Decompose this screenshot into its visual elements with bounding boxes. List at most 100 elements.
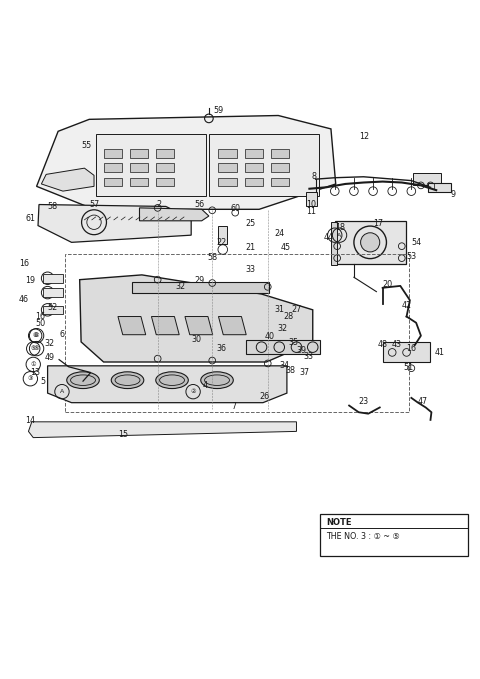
Text: 57: 57 (89, 200, 99, 208)
Text: 50: 50 (35, 319, 45, 328)
Text: 35: 35 (288, 338, 299, 348)
Bar (132, 282, 269, 293)
Text: 37: 37 (300, 368, 310, 377)
Text: 8: 8 (312, 172, 317, 181)
Bar (96, 134, 206, 196)
Bar (271, 149, 289, 158)
Bar (218, 149, 237, 158)
Text: 36: 36 (217, 344, 227, 353)
Text: 30: 30 (191, 335, 201, 344)
Bar (271, 164, 289, 172)
Text: 38: 38 (285, 366, 295, 375)
Ellipse shape (111, 372, 144, 388)
Text: 24: 24 (274, 230, 284, 238)
Text: ②: ② (190, 389, 196, 394)
Text: 33: 33 (303, 352, 313, 361)
Text: 2: 2 (156, 200, 161, 208)
Text: 33: 33 (246, 265, 255, 274)
Ellipse shape (201, 372, 233, 388)
Text: ④: ④ (33, 333, 38, 338)
Polygon shape (41, 168, 94, 191)
Text: 4: 4 (203, 382, 208, 390)
Polygon shape (48, 366, 287, 403)
Text: 55: 55 (82, 141, 92, 150)
Text: 6: 6 (60, 330, 64, 340)
Bar (245, 178, 263, 186)
Bar (130, 149, 148, 158)
Bar (245, 149, 263, 158)
Bar (246, 340, 320, 354)
Text: 41: 41 (435, 348, 445, 357)
Text: 31: 31 (274, 305, 284, 314)
Bar (306, 192, 317, 206)
Bar (321, 514, 468, 556)
Text: 21: 21 (245, 242, 255, 252)
Bar (130, 164, 148, 172)
Text: 32: 32 (45, 340, 55, 348)
Text: THE NO. 3 : ① ~ ⑤: THE NO. 3 : ① ~ ⑤ (326, 532, 400, 541)
Text: 7: 7 (232, 401, 237, 411)
Bar (130, 178, 148, 186)
Text: A: A (337, 233, 342, 238)
Bar (218, 178, 237, 186)
Text: 32: 32 (277, 324, 287, 333)
Polygon shape (36, 115, 336, 209)
Text: 10: 10 (306, 200, 316, 208)
Text: 44: 44 (324, 233, 334, 242)
Text: A: A (60, 389, 64, 394)
Text: NOTE: NOTE (326, 517, 352, 526)
Text: 22: 22 (216, 238, 227, 247)
Text: 26: 26 (260, 392, 270, 401)
Bar (413, 173, 441, 185)
Text: 12: 12 (360, 132, 370, 141)
Text: 53: 53 (406, 252, 417, 261)
Text: 13: 13 (30, 368, 40, 377)
Text: 18: 18 (336, 223, 346, 232)
Bar (43, 306, 63, 314)
Text: 9: 9 (450, 190, 456, 199)
Text: ①: ① (30, 362, 36, 367)
Text: 23: 23 (359, 397, 369, 406)
Text: ⑤: ⑤ (31, 346, 36, 351)
Bar (156, 149, 174, 158)
Polygon shape (28, 422, 297, 437)
Text: 16: 16 (19, 259, 29, 268)
Text: 58: 58 (207, 253, 217, 262)
Text: 46: 46 (19, 295, 29, 304)
Bar (271, 178, 289, 186)
Bar (156, 178, 174, 186)
Bar (65, 255, 409, 412)
Bar (104, 164, 122, 172)
Text: 16: 16 (407, 344, 416, 353)
Text: 59: 59 (213, 106, 224, 115)
Text: 56: 56 (194, 200, 204, 208)
Text: 16: 16 (35, 312, 45, 321)
Polygon shape (140, 208, 209, 221)
Text: 19: 19 (25, 276, 36, 285)
Text: ④: ④ (34, 333, 39, 338)
Text: 42: 42 (401, 301, 412, 310)
Bar (43, 274, 63, 282)
Text: 28: 28 (284, 312, 294, 321)
Text: 5: 5 (40, 377, 46, 386)
Text: 54: 54 (411, 238, 421, 247)
Text: 32: 32 (175, 282, 185, 291)
Text: 17: 17 (373, 219, 383, 227)
Text: 20: 20 (383, 280, 393, 289)
Text: 34: 34 (279, 361, 289, 370)
Text: 11: 11 (306, 206, 316, 216)
Text: ⑤: ⑤ (34, 346, 39, 351)
Bar (331, 222, 336, 265)
Bar (218, 164, 237, 172)
Bar (383, 342, 430, 363)
Text: 43: 43 (392, 340, 402, 349)
Bar (43, 289, 63, 297)
Bar (156, 164, 174, 172)
Circle shape (360, 233, 380, 252)
Text: 27: 27 (291, 305, 301, 314)
Bar (428, 183, 451, 192)
Polygon shape (38, 204, 191, 242)
Text: 25: 25 (245, 219, 256, 227)
Ellipse shape (156, 372, 188, 388)
Polygon shape (152, 316, 179, 335)
